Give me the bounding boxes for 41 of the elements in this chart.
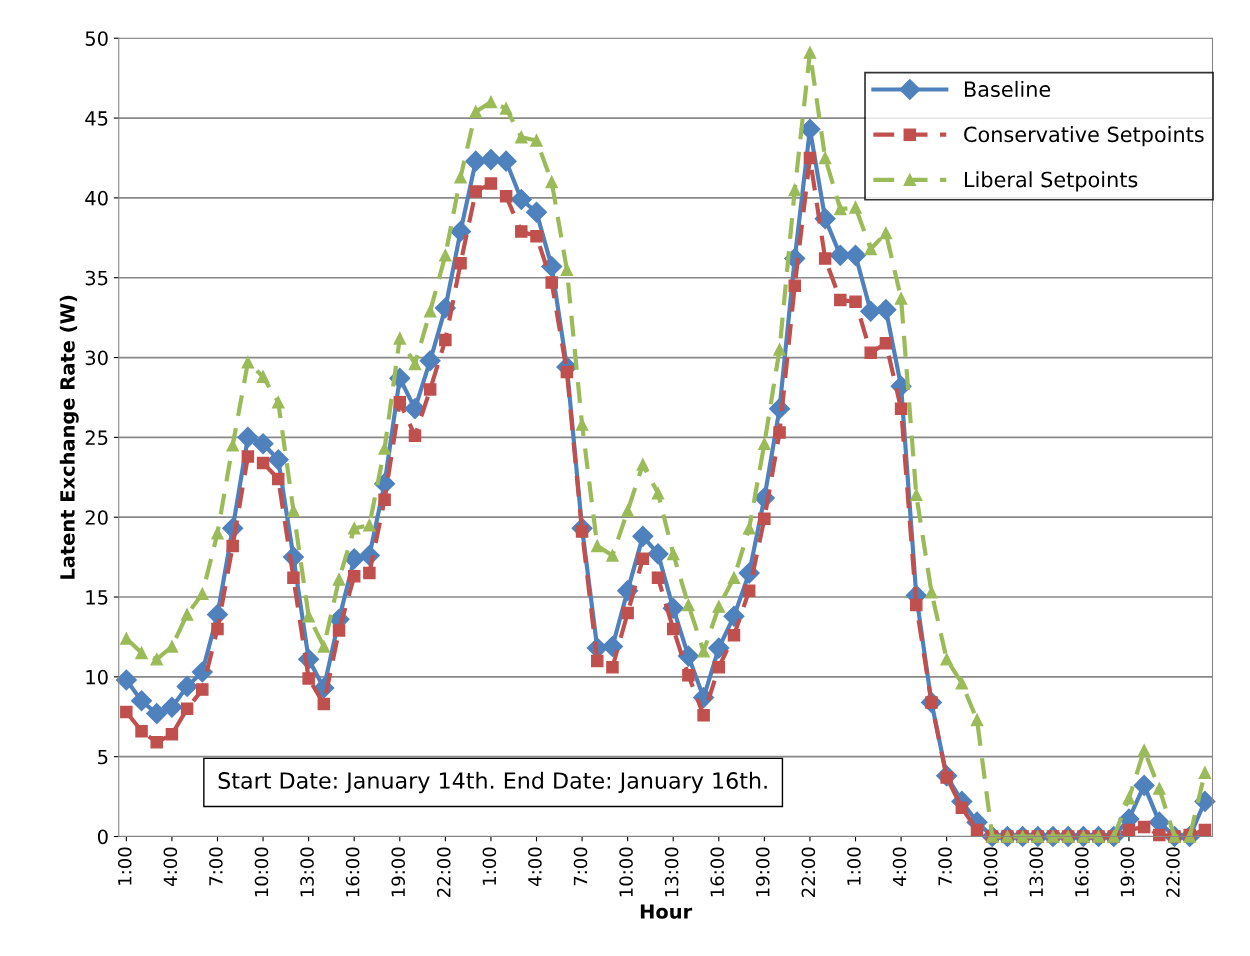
x-tick-label: 4:00 [528,847,542,886]
x-tick-label: 22:00 [801,847,816,897]
x-tick-label: 7:00 [209,847,223,886]
x-tick-label: 16:00 [710,847,725,897]
x-tick-label: 10:00 [619,847,633,897]
y-tick-label: 45 [85,111,108,126]
legend-label: Liberal Setpoints [964,171,1138,192]
x-tick-label: 13:00 [1029,847,1044,897]
y-tick-label: 30 [85,350,108,366]
x-tick-label: 1:00 [117,847,132,885]
y-tick-label: 5 [98,749,108,765]
y-tick-label: 10 [86,669,108,685]
y-tick-label: 15 [86,590,108,605]
y-axis-title: Latent Exchange Rate (W) [59,295,79,579]
x-tick-label: 13:00 [664,847,679,897]
x-tick-label: 7:00 [938,847,952,886]
x-tick-label: 10:00 [983,847,998,897]
x-tick-label: 19:00 [755,847,770,897]
x-tick-label: 16:00 [345,847,360,897]
x-axis-title: Hour [640,904,693,919]
x-tick-label: 4:00 [892,847,907,886]
y-tick-label: 50 [85,31,108,46]
x-tick-label: 4:00 [163,847,178,886]
x-tick-label: 7:00 [573,847,588,886]
x-tick-label: 1:00 [847,847,861,885]
y-tick-label: 0 [97,829,108,845]
x-tick-label: 19:00 [1120,847,1135,897]
x-tick-label: 1:00 [482,847,497,885]
x-tick-label: 22:00 [436,847,451,897]
x-tick-label: 22:00 [1166,847,1180,897]
x-tick-label: 19:00 [391,847,406,897]
y-tick-label: 35 [85,270,108,286]
legend-label: Baseline [964,80,1051,98]
legend-label: Conservative Setpoints [964,126,1204,147]
y-tick-label: 20 [85,510,108,525]
annotation: Start Date: January 14th. End Date: January 16th. [218,771,767,794]
x-tick-label: 13:00 [300,847,314,897]
x-tick-label: 10:00 [254,847,269,897]
x-tick-label: 16:00 [1074,847,1089,897]
y-tick-label: 40 [85,190,108,206]
y-tick-label: 25 [85,430,108,446]
